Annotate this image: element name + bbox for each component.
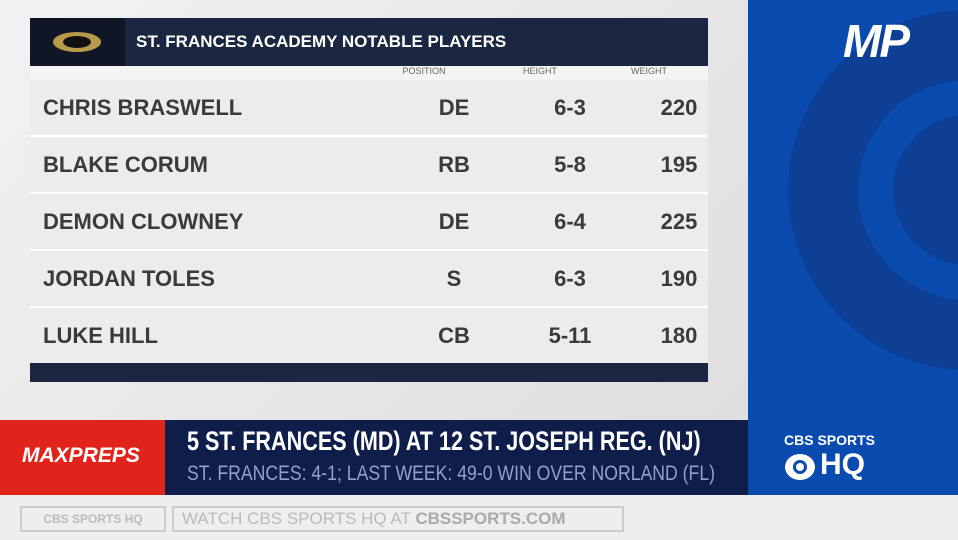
player-row: BLAKE CORUM RB 5-8 195 xyxy=(30,137,708,194)
column-header: HEIGHT xyxy=(522,66,557,76)
height: 5-11 xyxy=(548,323,592,348)
maxpreps-logo: MAXPREPS xyxy=(22,444,140,467)
name: CHRIS BRASWELL xyxy=(43,95,243,120)
eye-icon xyxy=(785,454,815,480)
position: DE xyxy=(438,95,470,120)
ticker-url: CBSSPORTS.COM xyxy=(415,509,566,528)
maxpreps-box: MAXPREPS xyxy=(0,420,165,495)
headline-box: 5 ST. FRANCES (MD) AT 12 ST. JOSEPH REG.… xyxy=(165,420,748,495)
position: RB xyxy=(438,152,470,177)
height: 6-4 xyxy=(554,209,586,234)
player-row: JORDAN TOLES S 6-3 190 xyxy=(30,251,708,308)
cbs-eye xyxy=(788,10,958,370)
brand-panel: MP xyxy=(748,0,958,420)
table-footer xyxy=(30,363,708,382)
height: 6-3 xyxy=(554,266,586,291)
ticker-promo: WATCH CBS SPORTS HQ AT xyxy=(182,509,411,528)
position: CB xyxy=(438,323,470,348)
team-logo xyxy=(30,18,125,66)
position: DE xyxy=(438,209,470,234)
name: JORDAN TOLES xyxy=(43,266,215,291)
table-header: ST. FRANCES ACADEMY NOTABLE PLAYERS xyxy=(30,18,708,66)
headline: 5 ST. FRANCES (MD) AT 12 ST. JOSEPH REG.… xyxy=(187,426,701,456)
weight: 220 xyxy=(660,95,698,120)
ticker: CBS SPORTS HQ WATCH CBS SPORTS HQ AT CBS… xyxy=(0,495,958,540)
height: 6-3 xyxy=(554,95,586,120)
name: BLAKE CORUM xyxy=(43,152,208,177)
network-box: CBS SPORTS HQ xyxy=(748,420,958,495)
player-row: LUKE HILL CB 5-11 180 xyxy=(30,308,708,365)
mp-logo: MP xyxy=(843,15,910,67)
weight: 190 xyxy=(660,266,698,291)
player-row: DEMON CLOWNEY DE 6-4 225 xyxy=(30,194,708,251)
network-sub: HQ xyxy=(820,448,865,481)
weight: 180 xyxy=(660,323,698,348)
table-title: ST. FRANCES ACADEMY NOTABLE PLAYERS xyxy=(136,32,507,51)
name: LUKE HILL xyxy=(43,323,158,348)
weight: 195 xyxy=(660,152,698,177)
network-name: CBS SPORTS xyxy=(784,432,876,448)
position: S xyxy=(446,266,462,291)
name: DEMON CLOWNEY xyxy=(43,209,244,234)
height: 5-8 xyxy=(554,152,586,177)
ticker-channel: CBS SPORTS HQ xyxy=(20,506,166,532)
weight: 225 xyxy=(660,209,698,234)
subline: ST. FRANCES: 4-1; LAST WEEK: 49-0 WIN OV… xyxy=(187,462,716,485)
player-row: CHRIS BRASWELL DE 6-3 220 xyxy=(30,80,708,137)
column-header: WEIGHT xyxy=(631,66,667,76)
column-header: POSITION xyxy=(402,66,446,76)
ticker-promo-box: WATCH CBS SPORTS HQ AT CBSSPORTS.COM xyxy=(172,506,624,532)
